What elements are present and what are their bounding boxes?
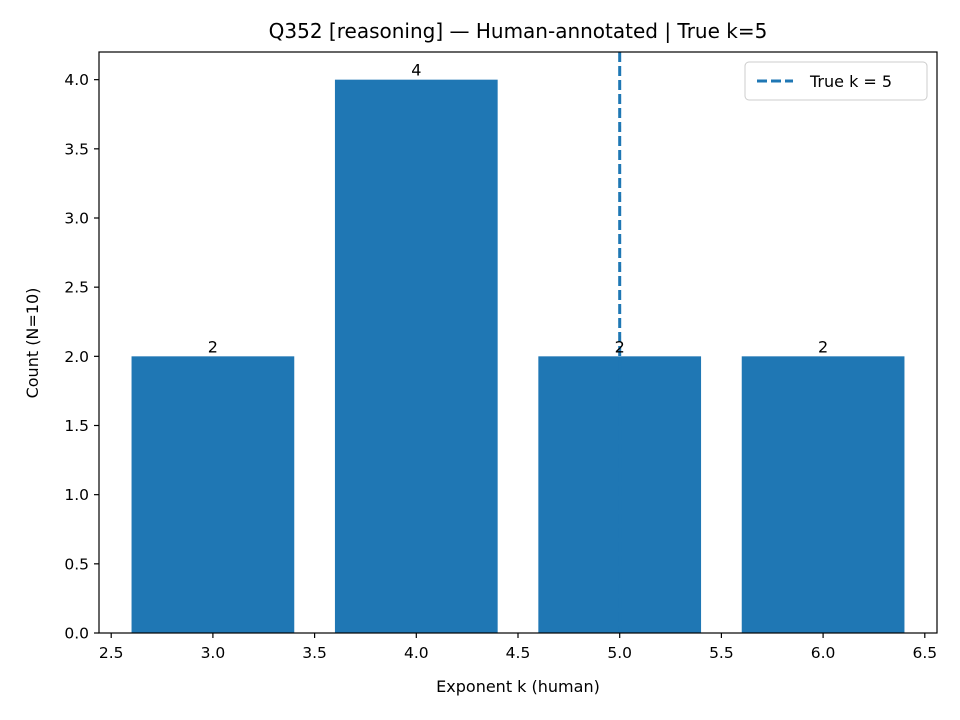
y-tick-label: 2.0 (64, 348, 89, 366)
bar-k-3 (131, 356, 295, 633)
x-tick-label: 5.0 (607, 644, 632, 662)
y-tick-label: 4.0 (64, 71, 89, 89)
legend: True k = 5 (744, 61, 928, 101)
bar-value-label: 2 (208, 337, 218, 356)
y-tick-label: 1.0 (64, 486, 89, 504)
bar-k-4 (334, 79, 498, 633)
y-tick-label: 0.5 (64, 555, 89, 573)
x-tick-label: 6.5 (912, 644, 937, 662)
bar-value-label: 2 (818, 337, 828, 356)
legend-entry-true-k: True k = 5 (809, 72, 892, 91)
y-axis-label: Count (N=10) (23, 288, 42, 399)
y-tick-label: 3.5 (64, 140, 89, 158)
x-tick-label: 3.0 (201, 644, 226, 662)
axes-layer: 2.5 3.0 3.5 4.0 4.5 5.0 5.5 6.0 6.5 0.0 0.5 1.0 1.5 2… (64, 51, 938, 662)
x-tick-label: 5.5 (709, 644, 734, 662)
chart-title: Q352 [reasoning] — Human-annotated | Tru… (269, 19, 768, 43)
x-tick-label: 4.5 (506, 644, 531, 662)
x-tick-label: 4.0 (404, 644, 429, 662)
bar-value-label: 4 (411, 61, 421, 80)
y-tick-label: 1.5 (64, 417, 89, 435)
legend-box (744, 61, 928, 101)
x-tick-label: 6.0 (811, 644, 836, 662)
y-tick-label: 2.5 (64, 279, 89, 297)
x-tick-label: 2.5 (99, 644, 124, 662)
bar-value-label: 2 (615, 337, 625, 356)
data-labels-layer: 2 4 2 2 (208, 61, 828, 357)
x-tick-label: 3.5 (302, 644, 327, 662)
y-tick-label: 0.0 (64, 625, 89, 643)
y-tick-label: 3.0 (64, 210, 89, 228)
bar-k-6 (741, 356, 905, 633)
x-axis-label: Exponent k (human) (436, 677, 600, 696)
